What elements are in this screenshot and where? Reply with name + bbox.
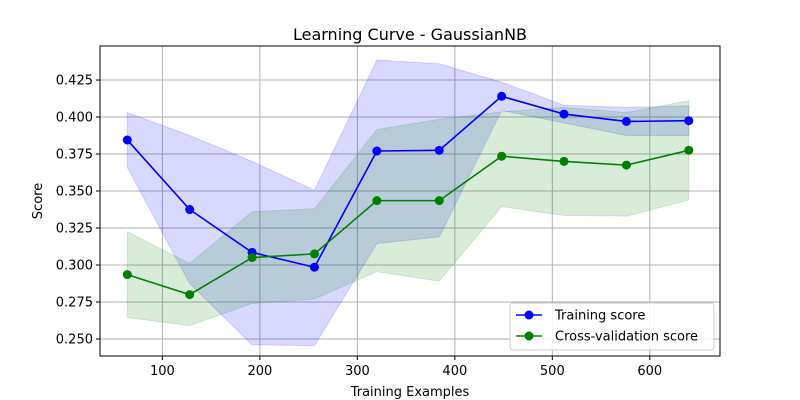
x-tick-label: 400 (442, 364, 467, 379)
training-score-point (372, 146, 382, 156)
cross-validation-score-point (559, 156, 569, 166)
y-tick-label: 0.350 (56, 185, 93, 200)
cross-validation-score-point (309, 249, 319, 259)
training-score-point (434, 145, 444, 155)
legend-box (509, 302, 715, 351)
cross-validation-score-line (127, 149, 689, 296)
training-score-point (621, 116, 631, 126)
legend-training-label: Training score (554, 309, 645, 324)
training-score-point (684, 116, 694, 126)
cross-validation-score-point (497, 151, 507, 161)
cross-validation-score-point (247, 253, 257, 263)
cross-validation-score-point (372, 196, 382, 206)
y-tick-label: 0.425 (56, 74, 93, 89)
x-tick-label: 500 (540, 364, 565, 379)
x-axis-label: Training Examples (350, 385, 470, 400)
y-tick-label: 0.250 (56, 332, 93, 347)
confidence-bands (126, 59, 690, 347)
cross-validation-score-band (126, 100, 690, 327)
training-score-point (559, 109, 569, 119)
legend: Training score Cross-validation score (509, 302, 715, 351)
x-tick-label: 600 (637, 364, 662, 379)
y-tick-label: 0.300 (56, 258, 93, 273)
y-axis-label: Score (31, 183, 46, 219)
training-score-point (185, 205, 195, 215)
cross-validation-score-point (434, 196, 444, 206)
x-tick-label: 200 (247, 364, 272, 379)
cross-validation-score-point (621, 160, 631, 170)
x-tick-label: 100 (150, 364, 175, 379)
legend-training-marker (524, 310, 534, 320)
cross-validation-score-point (185, 290, 195, 300)
x-tick-label: 300 (345, 364, 370, 379)
x-axis-ticks: 100 200 300 400 500 600 (150, 356, 662, 379)
series-points (122, 91, 694, 300)
cross-validation-score-point (684, 145, 694, 155)
training-score-line (126, 95, 689, 269)
grid (100, 46, 720, 356)
training-score-point (309, 262, 319, 272)
y-tick-label: 0.400 (56, 111, 93, 126)
plot-frame (99, 45, 721, 357)
training-score-point (122, 135, 132, 145)
y-tick-label: 0.325 (56, 222, 93, 237)
y-tick-label: 0.275 (56, 295, 93, 310)
training-score-band (126, 59, 690, 347)
cross-validation-score-point (122, 270, 132, 280)
series-lines (126, 95, 689, 296)
y-axis-ticks: 0.250 0.275 0.300 0.325 0.350 0.375 0.400 0.425 (56, 74, 100, 347)
training-score-point (497, 91, 507, 101)
legend-cross-validation-label: Cross-validation score (555, 330, 698, 345)
y-tick-label: 0.375 (56, 148, 93, 163)
chart-title: Learning Curve - GaussianNB (293, 25, 527, 44)
legend-cross-validation-marker (524, 331, 534, 341)
